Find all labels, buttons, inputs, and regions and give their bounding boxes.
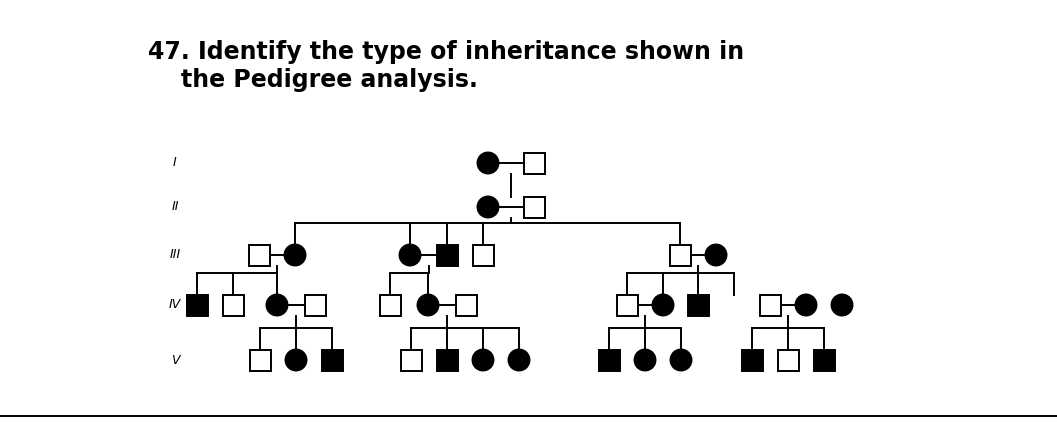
Bar — [401, 349, 422, 371]
Bar — [687, 295, 708, 316]
Bar — [472, 244, 494, 266]
Circle shape — [508, 349, 530, 371]
Bar — [523, 197, 544, 217]
Bar — [760, 295, 780, 316]
Bar — [669, 244, 690, 266]
Bar — [248, 244, 270, 266]
Bar — [598, 349, 619, 371]
Circle shape — [266, 295, 288, 316]
Bar — [523, 152, 544, 174]
Circle shape — [418, 295, 439, 316]
Bar — [223, 295, 243, 316]
Circle shape — [796, 295, 816, 316]
Circle shape — [400, 244, 421, 266]
Text: III: III — [169, 249, 181, 262]
Circle shape — [652, 295, 673, 316]
Text: 47. Identify the type of inheritance shown in
    the Pedigree analysis.: 47. Identify the type of inheritance sho… — [148, 40, 744, 92]
Circle shape — [832, 295, 853, 316]
Circle shape — [284, 244, 305, 266]
Circle shape — [478, 197, 499, 217]
Circle shape — [479, 356, 487, 364]
Circle shape — [634, 349, 655, 371]
Circle shape — [712, 251, 720, 259]
Bar — [778, 349, 798, 371]
Circle shape — [802, 301, 810, 309]
Circle shape — [273, 301, 281, 309]
Text: V: V — [171, 354, 180, 366]
Bar — [186, 295, 207, 316]
Bar — [249, 349, 271, 371]
Text: I: I — [173, 157, 177, 170]
Circle shape — [472, 349, 494, 371]
Bar — [616, 295, 637, 316]
Circle shape — [484, 203, 492, 211]
Bar — [437, 244, 458, 266]
Bar — [379, 295, 401, 316]
Circle shape — [659, 301, 667, 309]
Bar — [321, 349, 342, 371]
Circle shape — [478, 152, 499, 174]
Circle shape — [291, 251, 299, 259]
Bar — [456, 295, 477, 316]
Bar — [304, 295, 326, 316]
Circle shape — [670, 349, 691, 371]
Circle shape — [705, 244, 726, 266]
Bar — [437, 349, 458, 371]
Text: IV: IV — [169, 299, 181, 312]
Text: II: II — [171, 201, 179, 214]
Bar — [814, 349, 834, 371]
Bar — [742, 349, 762, 371]
Circle shape — [424, 301, 432, 309]
Circle shape — [285, 349, 307, 371]
